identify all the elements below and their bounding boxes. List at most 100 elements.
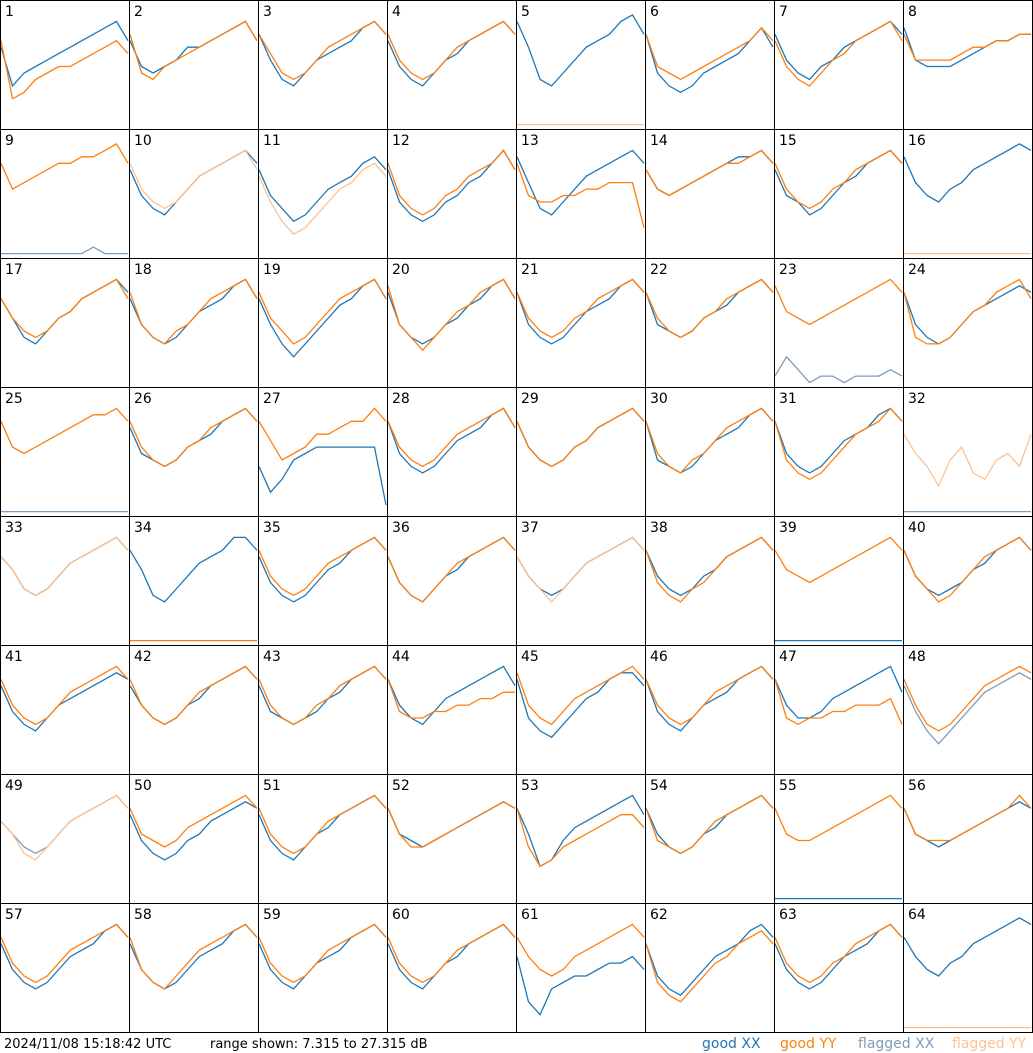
- panel-label: 3: [263, 4, 272, 20]
- timestamp: 2024/11/08 15:18:42 UTC: [4, 1037, 171, 1052]
- panel-label: 37: [521, 520, 539, 536]
- spectrum-yy: [903, 536, 1032, 603]
- spectrum-xx: [645, 26, 774, 94]
- spectrum-yy: [0, 39, 129, 100]
- spectrum-xx: [774, 407, 903, 474]
- panel-label: 40: [908, 520, 926, 536]
- panel-label: 53: [521, 778, 539, 794]
- panel-label: 16: [908, 133, 926, 149]
- spectrum-yy: [129, 278, 258, 345]
- spectrum-xx: [903, 801, 1032, 848]
- panel-label: 9: [5, 133, 14, 149]
- spectrum-yy: [0, 278, 129, 339]
- spectrum-xx: [774, 355, 903, 384]
- spectrum-xx: [903, 285, 1032, 345]
- spectrum-xx: [903, 536, 1032, 597]
- spectrum-xx: [387, 278, 516, 345]
- panel-label: 48: [908, 649, 926, 665]
- spectrum-xx: [129, 407, 258, 468]
- spectrum-yy: [516, 923, 645, 977]
- spectrum-xx: [903, 917, 1032, 977]
- spectrum-yy: [387, 679, 515, 719]
- spectrum-yy: [0, 536, 129, 597]
- spectrum-yy: [645, 26, 774, 81]
- panel-label: 45: [521, 649, 539, 665]
- spectrum-yy: [774, 149, 903, 210]
- panel-label: 58: [134, 907, 152, 923]
- spectrum-yy: [387, 20, 516, 81]
- panel-label: 5: [521, 4, 530, 20]
- spectrum-xx: [129, 278, 258, 345]
- panel-label: 41: [5, 649, 23, 665]
- legend-entry: good XX: [702, 1036, 761, 1052]
- spectrum-yy: [903, 665, 1032, 732]
- panel-frame: [387, 0, 517, 130]
- panel-label: 52: [392, 778, 410, 794]
- spectrum-yy: [258, 536, 387, 597]
- spectrum-yy: [774, 794, 903, 842]
- spectrum-xx: [387, 149, 516, 223]
- spectrum-yy: [258, 20, 387, 81]
- panel-label: 24: [908, 262, 926, 278]
- panel-label: 19: [263, 262, 281, 278]
- spectrum-xx: [903, 672, 1032, 745]
- spectrum-yy: [645, 665, 774, 726]
- panel-label: 47: [779, 649, 797, 665]
- panel-label: 43: [263, 649, 281, 665]
- spectrum-xx: [1, 246, 128, 255]
- panel-label: 33: [5, 520, 23, 536]
- spectrum-xx: [0, 536, 129, 597]
- spectrum-yy: [258, 407, 387, 461]
- spectrum-yy: [774, 407, 903, 481]
- panel-label: 55: [779, 778, 797, 794]
- spectrum-yy: [774, 923, 903, 984]
- spectrum-yy: [645, 929, 774, 1003]
- panel-label: 34: [134, 520, 152, 536]
- panel-label: 51: [263, 778, 281, 794]
- spectrum-yy: [129, 923, 258, 990]
- panel-label: 13: [521, 133, 539, 149]
- panel-frame: [903, 0, 1033, 130]
- panel-label: 57: [5, 907, 23, 923]
- spectrum-yy: [129, 149, 258, 210]
- panel-label: 4: [392, 4, 401, 20]
- spectrum-yy: [129, 794, 258, 848]
- panel-label: 1: [5, 4, 14, 20]
- panel-label: 36: [392, 520, 410, 536]
- spectrum-xx: [516, 672, 645, 739]
- spectrum-xx: [774, 665, 903, 719]
- panel-label: 30: [650, 391, 668, 407]
- spectrum-yy: [129, 407, 258, 468]
- spectrum-yy: [903, 794, 1032, 842]
- spectrum-xx: [645, 923, 774, 997]
- legend-entry: flagged YY: [952, 1036, 1027, 1052]
- spectrum-yy: [0, 665, 129, 726]
- spectrum-yy: [258, 162, 387, 236]
- spectrum-xx: [645, 407, 774, 474]
- panel-label: 17: [5, 262, 23, 278]
- panel-label: 38: [650, 520, 668, 536]
- spectrum-yy: [774, 20, 903, 87]
- spectrum-xx: [645, 536, 774, 597]
- spectrum-yy: [903, 278, 1032, 345]
- spectrum-yy: [903, 433, 1032, 488]
- panel-label: 60: [392, 907, 410, 923]
- panel-label: 54: [650, 778, 668, 794]
- spectrum-xx: [516, 955, 645, 1016]
- spectrum-xx: [516, 794, 645, 868]
- spectrum-yy: [387, 407, 516, 468]
- spectrum-yy: [387, 278, 516, 352]
- spectrum-xx: [387, 665, 516, 726]
- panel-label: 46: [650, 649, 668, 665]
- panel-frame: [129, 0, 259, 130]
- spectrum-yy: [387, 801, 516, 848]
- spectrum-yy: [387, 536, 516, 603]
- spectrum-yy: [516, 536, 645, 603]
- panel-frame: [516, 0, 646, 130]
- panel-label: 27: [263, 391, 281, 407]
- spectrum-xx: [129, 20, 258, 74]
- spectrum-yy: [516, 163, 645, 228]
- spectrum-yy: [0, 143, 129, 191]
- spectrum-yy: [258, 278, 387, 345]
- spectrum-yy: [258, 923, 387, 984]
